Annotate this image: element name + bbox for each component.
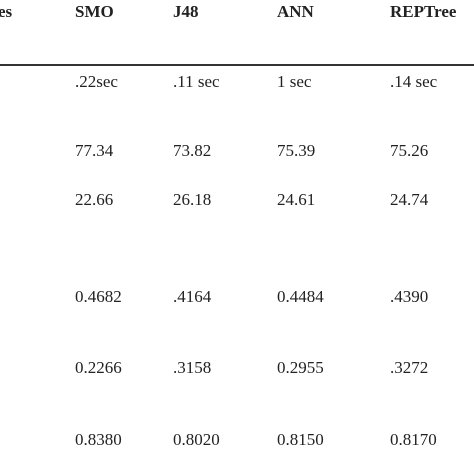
header-cell: SMO xyxy=(75,2,114,21)
header-cell: es xyxy=(0,2,13,21)
table-cell: 73.82 xyxy=(173,141,212,160)
table-cell: 0.8020 xyxy=(173,430,220,449)
table-cell: 0.4682 xyxy=(75,287,122,306)
table-cell: 75.26 xyxy=(390,141,429,160)
table-cell: 24.74 xyxy=(390,190,429,209)
table-cell: 26.18 xyxy=(173,190,212,209)
table-cell: .4390 xyxy=(390,287,429,306)
table-cell: 77.34 xyxy=(75,141,114,160)
header-cell: ANN xyxy=(277,2,314,21)
table-cell: .11 sec xyxy=(173,72,220,91)
table-cell: 0.4484 xyxy=(277,287,324,306)
table-cell: 22.66 xyxy=(75,190,114,209)
table-cell: 0.8380 xyxy=(75,430,122,449)
table-cell: 0.8170 xyxy=(390,430,437,449)
table-cell: 0.2266 xyxy=(75,358,122,377)
table-cell: .22sec xyxy=(75,72,118,91)
header-cell: J48 xyxy=(173,2,199,21)
header-cell: REPTree xyxy=(390,2,457,21)
table-cell: 0.2955 xyxy=(277,358,324,377)
header-rule xyxy=(0,64,474,66)
table-cell: .3272 xyxy=(390,358,429,377)
table-cell: .14 sec xyxy=(390,72,438,91)
table-cell: 1 sec xyxy=(277,72,312,91)
table-cell: .3158 xyxy=(173,358,212,377)
table-cell: 0.8150 xyxy=(277,430,324,449)
table-cell: 24.61 xyxy=(277,190,316,209)
table-cell: 75.39 xyxy=(277,141,316,160)
table-cell: .4164 xyxy=(173,287,212,306)
